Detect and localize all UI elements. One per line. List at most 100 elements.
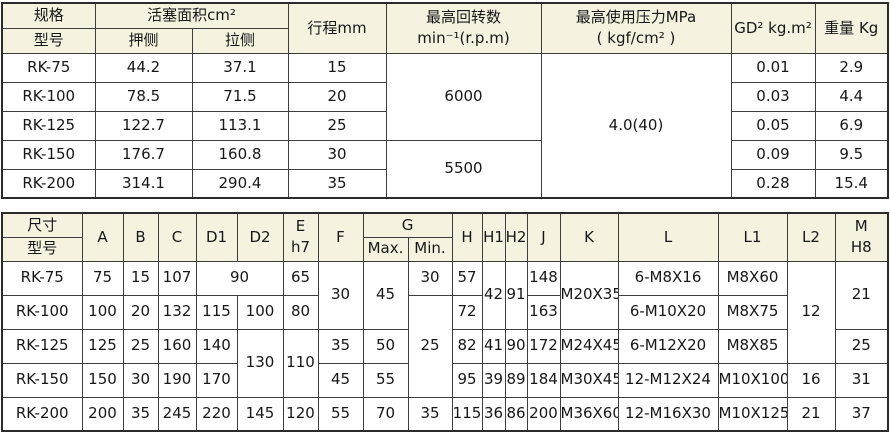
dim-cell-a: 200 — [81, 396, 124, 432]
col-header-c: C — [157, 212, 197, 262]
dim-cell-f: 55 — [317, 396, 364, 432]
dim-row-rk200: RK-200 200 35 245 220 145 120 55 70 35 1… — [1, 396, 889, 432]
dim-cell-c: 245 — [157, 396, 197, 432]
stroke-cell: 35 — [287, 168, 387, 199]
dim-cell-m: 25 — [834, 328, 889, 364]
weight-cell: 9.5 — [814, 139, 889, 170]
gd2-cell: 0.03 — [730, 81, 816, 112]
model-cell: RK-200 — [1, 396, 83, 432]
dim-row-rk150: RK-150 150 30 190 170 45 55 95 39 89 184… — [1, 362, 889, 398]
col-header-j: J — [526, 212, 561, 262]
dim-cell-h: 57 — [451, 260, 483, 296]
max-pressure-header-line1: 最高使用压力MPa — [575, 7, 697, 26]
dim-cell-j: 163 — [526, 294, 561, 330]
col-header-g: G — [362, 212, 453, 238]
col-header-h: H — [451, 212, 483, 262]
dim-cell-k: M20X35 — [559, 260, 619, 330]
col-header-l1: L1 — [717, 212, 788, 262]
push-area-cell: 122.7 — [94, 110, 193, 141]
dim-cell-g-min: 30 — [407, 260, 453, 296]
stroke-cell: 25 — [287, 110, 387, 141]
col-header-g-min: Min. — [407, 236, 453, 262]
push-area-cell: 176.7 — [94, 139, 193, 170]
dim-cell-b: 20 — [122, 294, 159, 330]
dim-cell-a: 125 — [81, 328, 124, 364]
dim-cell-d2: 100 — [236, 294, 284, 330]
spec-row-rk125: RK-125 122.7 113.1 25 0.05 6.9 — [1, 110, 889, 141]
dim-cell-e: 80 — [282, 294, 319, 330]
push-area-cell: 78.5 — [94, 81, 193, 112]
dim-cell-l1: M8X60 — [717, 260, 788, 296]
dim-cell-h2: 91 — [504, 260, 528, 330]
spec-corner-top-label: 规格 — [1, 2, 96, 29]
dimensions-table: 尺寸 A B C D1 D2 E h7 F G H H1 H2 J K L L1… — [1, 212, 889, 432]
col-header-d1: D1 — [195, 212, 238, 262]
col-header-e: E h7 — [282, 212, 319, 262]
col-header-h2: H2 — [504, 212, 528, 262]
model-cell: RK-75 — [1, 52, 96, 83]
push-side-header: 押侧 — [94, 27, 193, 54]
dim-cell-b: 30 — [122, 362, 159, 398]
dim-cell-b: 15 — [122, 260, 159, 296]
dim-cell-l1: M10X100 — [717, 362, 788, 398]
dim-cell-h: 95 — [451, 362, 483, 398]
col-header-m: M H8 — [834, 212, 889, 262]
dim-cell-f: 45 — [317, 362, 364, 398]
dim-cell-e: 65 — [282, 260, 319, 296]
dim-cell-g-min: 35 — [407, 396, 453, 432]
spec-row-rk75: RK-75 44.2 37.1 15 6000 4.0(40) 0.01 2.9 — [1, 52, 889, 199]
dim-cell-h: 115 — [451, 396, 483, 432]
gd2-cell: 0.05 — [730, 110, 816, 141]
col-header-m-line2: H8 — [850, 238, 872, 257]
col-header-e-line1: E — [295, 216, 306, 235]
dim-cell-h1: 36 — [481, 396, 506, 432]
rpm-high-cell: 6000 — [385, 52, 542, 141]
dim-cell-h1: 42 — [481, 260, 506, 330]
dim-cell-l2: 16 — [786, 362, 836, 398]
dim-cell-g-max: 50 — [362, 328, 409, 364]
col-header-k: K — [559, 212, 619, 262]
dim-cell-b: 35 — [122, 396, 159, 432]
model-cell: RK-75 — [1, 260, 83, 296]
col-header-d2: D2 — [236, 212, 284, 262]
dim-cell-c: 132 — [157, 294, 197, 330]
dim-cell-a: 150 — [81, 362, 124, 398]
stroke-cell: 30 — [287, 139, 387, 170]
dim-cell-l: 12-M16X30 — [617, 396, 719, 432]
dim-cell-d1d2: 90 — [195, 260, 284, 296]
dim-cell-g-min: 25 — [407, 294, 453, 398]
dim-cell-k: M30X45 — [559, 362, 619, 398]
dim-cell-m: 21 — [834, 260, 889, 330]
dim-cell-j: 172 — [526, 328, 561, 364]
piston-area-header: 活塞面积cm² — [94, 2, 289, 29]
model-cell: RK-200 — [1, 168, 96, 199]
col-header-l2: L2 — [786, 212, 836, 262]
max-pressure-header-line2: ( kgf/cm² ) — [596, 29, 676, 48]
col-header-f: F — [317, 212, 364, 262]
dim-row-rk100: RK-100 100 20 132 115 100 80 25 72 163 6… — [1, 294, 888, 398]
pressure-cell: 4.0(40) — [540, 52, 732, 199]
dim-cell-k: M24X45 — [559, 328, 619, 364]
dim-cell-j: 148 — [526, 260, 561, 296]
col-header-g-max: Max. — [362, 236, 409, 262]
spec-row-rk150: RK-150 176.7 160.8 30 5500 0.09 9.5 — [1, 139, 889, 199]
max-rpm-header: 最高回转数 min⁻¹(r.p.m) — [385, 2, 542, 54]
dim-cell-h: 72 — [451, 294, 483, 330]
dim-cell-a: 100 — [81, 294, 124, 330]
dim-cell-m: 31 — [834, 362, 889, 398]
gd2-cell: 0.09 — [730, 139, 816, 170]
dim-cell-d2: 130 — [236, 328, 284, 398]
model-cell: RK-150 — [1, 139, 96, 170]
dim-cell-k: M36X60 — [559, 396, 619, 432]
dim-cell-d2: 145 — [236, 396, 284, 432]
model-cell: RK-100 — [1, 81, 96, 112]
dim-cell-l: 6-M12X20 — [617, 328, 719, 364]
model-cell: RK-125 — [1, 328, 83, 364]
dim-cell-d1: 115 — [195, 294, 238, 330]
dim-cell-l: 6-M10X20 — [617, 294, 719, 330]
push-area-cell: 314.1 — [94, 168, 193, 199]
rpm-low-cell: 5500 — [385, 139, 542, 199]
spec-row-rk200: RK-200 314.1 290.4 35 0.28 15.4 — [1, 168, 889, 199]
dim-cell-l1: M8X85 — [717, 328, 788, 364]
spec-row-rk100: RK-100 78.5 71.5 20 0.03 4.4 — [1, 81, 889, 112]
